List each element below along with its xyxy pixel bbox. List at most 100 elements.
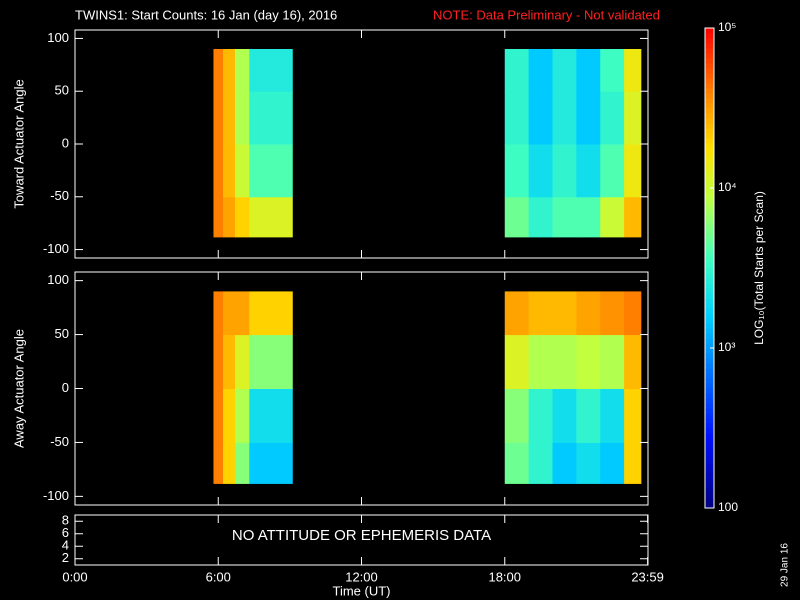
colorbar-swatch <box>705 338 714 344</box>
x-tick-label: 23:59 <box>631 569 664 584</box>
heat-cell <box>552 334 577 389</box>
colorbar-swatch <box>705 78 714 84</box>
colorbar-swatch <box>705 128 714 134</box>
heat-cell <box>223 442 236 484</box>
heat-cell <box>234 442 250 484</box>
colorbar-swatch <box>705 243 714 249</box>
y-tick-label: 0 <box>62 135 69 150</box>
y-tick-label: -100 <box>43 488 69 503</box>
colorbar-swatch <box>705 298 714 304</box>
annotation: NO ATTITUDE OR EPHEMERIS DATA <box>232 527 491 544</box>
heat-cell <box>552 49 577 92</box>
heat-cell <box>213 442 224 484</box>
heat-cell <box>213 144 224 198</box>
colorbar-swatch <box>705 418 714 424</box>
y-axis-label: Away Actuator Angle <box>11 329 26 448</box>
heat-cell <box>234 49 250 92</box>
colorbar-swatch <box>705 488 714 494</box>
colorbar-swatch <box>705 428 714 434</box>
heat-cell <box>600 388 625 443</box>
colorbar-swatch <box>705 458 714 464</box>
colorbar-swatch <box>705 213 714 219</box>
colorbar-swatch <box>705 453 714 459</box>
heat-cell <box>213 334 224 389</box>
heat-cell <box>213 49 224 92</box>
colorbar-swatch <box>705 438 714 444</box>
heat-cell <box>600 291 625 336</box>
colorbar-swatch <box>705 153 714 159</box>
colorbar-swatch <box>705 43 714 49</box>
heat-cell <box>624 334 642 389</box>
heat-cell <box>600 334 625 389</box>
colorbar-swatch <box>705 283 714 289</box>
heat-cell <box>552 196 577 238</box>
colorbar-swatch <box>705 323 714 329</box>
colorbar-swatch <box>705 443 714 449</box>
colorbar-swatch <box>705 393 714 399</box>
colorbar-swatch <box>705 188 714 194</box>
colorbar-swatch <box>705 263 714 269</box>
colorbar-swatch <box>705 183 714 189</box>
colorbar-swatch <box>705 288 714 294</box>
heat-cell <box>528 388 553 443</box>
y-tick-label: -50 <box>50 188 69 203</box>
colorbar-swatch <box>705 278 714 284</box>
heat-cell <box>576 144 601 198</box>
heat-cell <box>528 291 553 336</box>
heat-cell <box>504 91 530 145</box>
y-tick-label: 8 <box>62 513 69 528</box>
y-axis-label: Toward Actuator Angle <box>11 79 26 208</box>
colorbar-swatch <box>705 363 714 369</box>
colorbar-swatch <box>705 73 714 79</box>
colorbar-swatch <box>705 198 714 204</box>
colorbar-swatch <box>705 468 714 474</box>
colorbar-swatch <box>705 368 714 374</box>
colorbar-swatch <box>705 348 714 354</box>
chart-title: TWINS1: Start Counts: 16 Jan (day 16), 2… <box>75 7 337 22</box>
colorbar-swatch <box>705 433 714 439</box>
colorbar-swatch <box>705 38 714 44</box>
heat-cell <box>249 334 293 389</box>
heat-cell <box>552 91 577 145</box>
colorbar-swatch <box>705 68 714 74</box>
heat-cell <box>504 49 530 92</box>
heat-cell <box>504 334 530 389</box>
heat-cell <box>504 388 530 443</box>
colorbar-swatch <box>705 313 714 319</box>
heat-cell <box>249 291 293 336</box>
colorbar-label: LOG₁₀(Total Starts per Scan) <box>752 191 766 345</box>
heat-cell <box>504 196 530 238</box>
heat-cell <box>600 196 625 238</box>
colorbar-swatch <box>705 218 714 224</box>
colorbar-swatch <box>705 28 714 34</box>
x-tick-label: 6:00 <box>206 569 231 584</box>
heat-cell <box>234 144 250 198</box>
colorbar-swatch <box>705 178 714 184</box>
heat-cell <box>624 388 642 443</box>
colorbar-swatch <box>705 118 714 124</box>
colorbar-tick-label: 10³ <box>718 340 735 354</box>
x-tick-label: 12:00 <box>345 569 378 584</box>
heat-cell <box>624 144 642 198</box>
heat-cell <box>576 442 601 484</box>
colorbar-swatch <box>705 133 714 139</box>
colorbar-swatch <box>705 398 714 404</box>
colorbar-swatch <box>705 233 714 239</box>
colorbar-swatch <box>705 268 714 274</box>
heat-cell <box>234 196 250 238</box>
heat-cell <box>234 291 250 336</box>
colorbar-swatch <box>705 328 714 334</box>
colorbar-swatch <box>705 463 714 469</box>
colorbar-swatch <box>705 148 714 154</box>
colorbar-swatch <box>705 163 714 169</box>
colorbar-swatch <box>705 408 714 414</box>
colorbar-swatch <box>705 493 714 499</box>
colorbar-swatch <box>705 138 714 144</box>
colorbar-tick-label: 10⁵ <box>718 20 736 34</box>
heat-cell <box>624 442 642 484</box>
heat-cell <box>213 291 224 336</box>
heat-cell <box>223 291 236 336</box>
heat-cell <box>528 144 553 198</box>
colorbar-swatch <box>705 48 714 54</box>
